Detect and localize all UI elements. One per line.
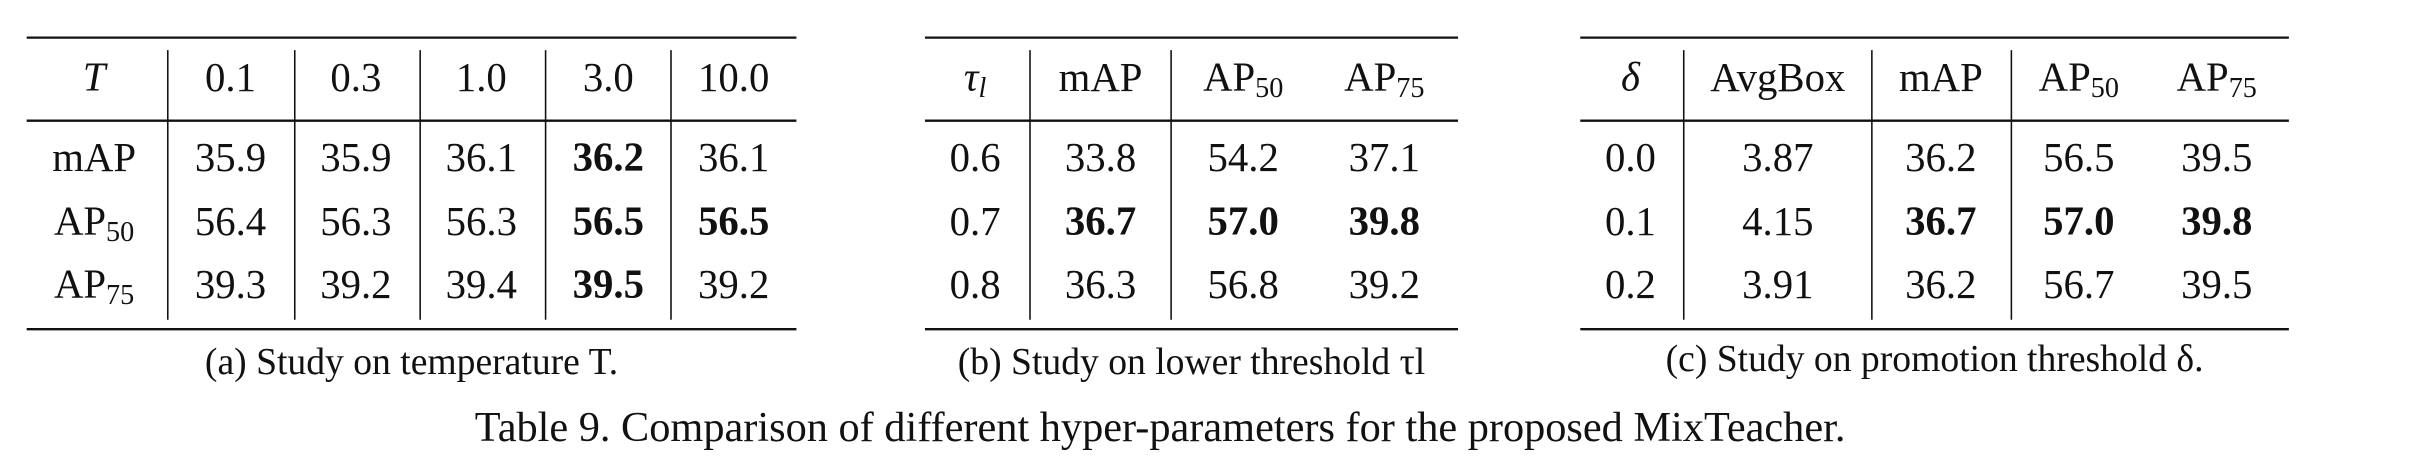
header-cell: T: [83, 55, 109, 100]
cell-text: δ: [1621, 55, 1641, 100]
table-cell: 36.1: [446, 135, 517, 180]
table-cell: 39.5: [573, 262, 644, 307]
cell-text: 56.5: [698, 199, 769, 244]
cell-subscript: 50: [2091, 73, 2119, 104]
table-cell: 56.5: [2043, 135, 2114, 180]
header-cell: mAP: [1059, 55, 1143, 100]
table-cell: 56.5: [698, 199, 769, 244]
subtable-caption: (a) Study on temperature T.: [205, 341, 618, 383]
cell-text: 36.7: [1065, 199, 1136, 244]
cell-subscript: l: [979, 73, 987, 104]
table-cell: 36.2: [1905, 262, 1976, 307]
header-cell: AP50: [2039, 55, 2119, 105]
table-cell: 36.1: [698, 135, 769, 180]
table-cell: 39.4: [446, 262, 517, 307]
header-cell: AvgBox: [1710, 55, 1845, 100]
table-cell: 56.3: [446, 199, 517, 244]
cell-text: 39.8: [2181, 199, 2252, 244]
table-cell: 0.7: [950, 199, 1001, 244]
table-cell: 36.2: [573, 135, 644, 180]
table-cell: 39.8: [2181, 199, 2252, 244]
table-cell: 39.2: [320, 262, 391, 307]
table-cell: 35.9: [195, 135, 266, 180]
cell-text: AP: [2177, 55, 2229, 100]
table-cell: 0.6: [950, 135, 1001, 180]
cell-text: 36.7: [1905, 199, 1976, 244]
table-cell: 3.87: [1742, 135, 1813, 180]
table-cell: 33.8: [1065, 135, 1136, 180]
cell-text: AP: [54, 199, 106, 244]
cell-text: 57.0: [1208, 199, 1279, 244]
table-cell: 0.8: [950, 262, 1001, 307]
header-cell: δ: [1621, 55, 1641, 100]
cell-text: 36.2: [573, 135, 644, 180]
cell-subscript: 75: [2229, 73, 2257, 104]
table-cell: 39.5: [2181, 262, 2252, 307]
cell-subscript: 75: [106, 280, 134, 311]
table-cell: 36.3: [1065, 262, 1136, 307]
cell-subscript: 50: [106, 218, 134, 249]
table-cell: 36.7: [1905, 199, 1976, 244]
table-cell: 0.1: [1605, 199, 1656, 244]
table-caption: Table 9. Comparison of different hyper-p…: [475, 404, 1846, 451]
cell-text: AP: [1344, 55, 1396, 100]
header-cell: AP75: [2177, 55, 2257, 105]
subtable-caption: (c) Study on promotion threshold δ.: [1666, 338, 2204, 380]
table-cell: 35.9: [320, 135, 391, 180]
table-cell: 3.91: [1742, 262, 1813, 307]
table-cell: 57.0: [1208, 199, 1279, 244]
table-cell: 37.1: [1349, 135, 1420, 180]
table-cell: AP50: [54, 199, 134, 249]
table-cell: 56.3: [320, 199, 391, 244]
table-cell: 56.4: [195, 199, 266, 244]
cell-text: AP: [54, 262, 106, 307]
cell-text: 57.0: [2043, 199, 2114, 244]
table-cell: 54.2: [1208, 135, 1279, 180]
cell-text: 39.8: [1349, 199, 1420, 244]
cell-text: AP: [2039, 55, 2091, 100]
cell-text: AP: [1203, 55, 1255, 100]
table-cell: 0.2: [1605, 262, 1656, 307]
subtable-caption: (b) Study on lower threshold τl: [958, 341, 1425, 383]
cell-subscript: 75: [1396, 73, 1424, 104]
table-cell: 36.7: [1065, 199, 1136, 244]
header-cell: 0.3: [330, 55, 381, 100]
table-cell: AP75: [54, 262, 134, 312]
table-cell: 56.5: [573, 199, 644, 244]
header-cell: 0.1: [205, 55, 256, 100]
header-cell: τl: [964, 55, 987, 105]
table-cell: 56.8: [1208, 262, 1279, 307]
header-cell: 3.0: [583, 55, 634, 100]
header-cell: 1.0: [456, 55, 507, 100]
cell-text: τ: [964, 55, 980, 100]
header-cell: AP75: [1344, 55, 1424, 105]
cell-subscript: 50: [1255, 73, 1283, 104]
header-cell: mAP: [1899, 55, 1983, 100]
table-cell: 39.5: [2181, 135, 2252, 180]
table-cell: 57.0: [2043, 199, 2114, 244]
table-cell: 39.8: [1349, 199, 1420, 244]
table-cell: 39.2: [698, 262, 769, 307]
table-cell: 39.2: [1349, 262, 1420, 307]
header-cell: 10.0: [698, 55, 769, 100]
cell-text: T: [83, 55, 109, 100]
cell-text: 56.5: [573, 199, 644, 244]
table-cell: mAP: [52, 135, 136, 180]
header-cell: AP50: [1203, 55, 1283, 105]
table-cell: 39.3: [195, 262, 266, 307]
table-cell: 0.0: [1605, 135, 1656, 180]
cell-text: 39.5: [573, 262, 644, 307]
table-cell: 36.2: [1905, 135, 1976, 180]
table-cell: 56.7: [2043, 262, 2114, 307]
table-cell: 4.15: [1742, 199, 1813, 244]
